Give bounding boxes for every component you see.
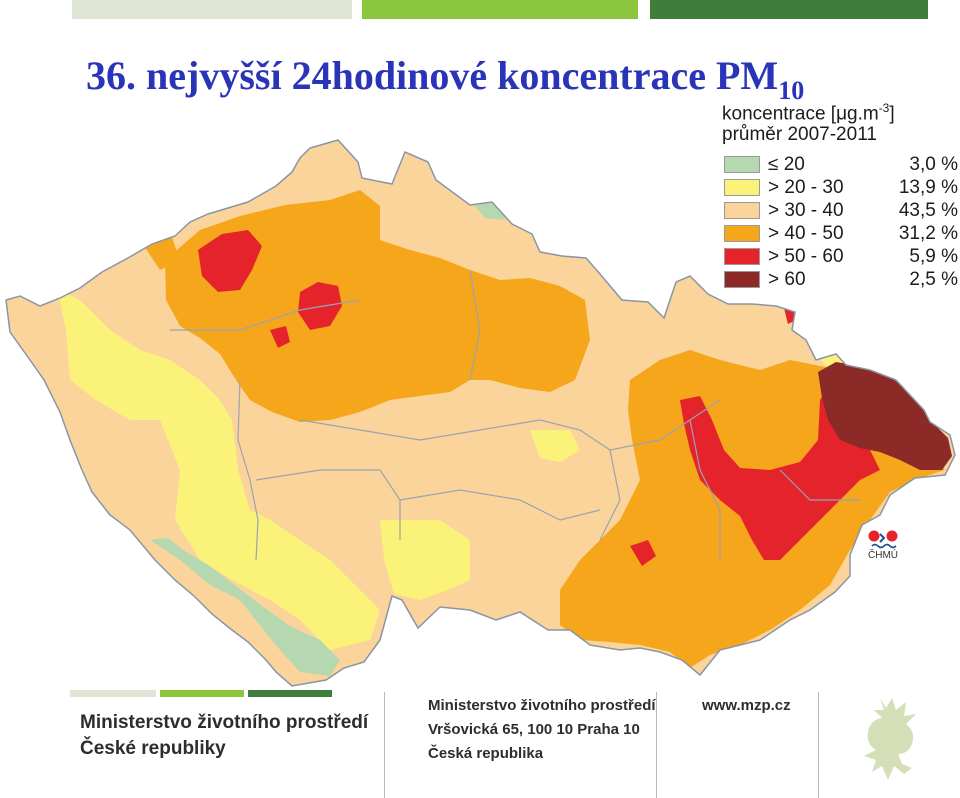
legend-title-main: koncentrace [μg.m — [722, 103, 879, 125]
legend-swatch — [724, 156, 760, 173]
legend-row-30-40: > 30 - 40 43,5 % — [722, 200, 960, 222]
legend-subtitle: průměr 2007-2011 — [722, 124, 877, 145]
legend-label: > 40 - 50 — [768, 223, 844, 244]
legend-percent: 5,9 % — [909, 246, 958, 267]
address-line-3: Česká republika — [428, 745, 544, 762]
address-line-1: Ministerstvo životního prostředí — [428, 697, 656, 714]
ministry-country: České republiky — [80, 738, 226, 759]
footer-divider — [818, 692, 819, 798]
legend-row-50-60: > 50 - 60 5,9 % — [722, 246, 960, 268]
header-bar-light — [72, 0, 352, 19]
legend-percent: 43,5 % — [898, 200, 958, 221]
legend-percent: 31,2 % — [898, 223, 958, 244]
ministry-name: Ministerstvo životního prostředí — [80, 712, 369, 733]
legend-title-exponent: -3 — [878, 101, 890, 115]
legend-row-gt60: > 60 2,5 % — [722, 269, 960, 291]
legend-label: > 60 — [768, 269, 806, 290]
concentration-map — [5, 139, 956, 687]
header-bar-green — [362, 0, 638, 19]
legend-label: > 50 - 60 — [768, 246, 844, 267]
address-line-2: Vršovická 65, 100 10 Praha 10 — [428, 721, 640, 738]
legend-percent: 2,5 % — [909, 269, 958, 290]
legend-swatch — [724, 248, 760, 265]
coat-of-arms-lion-icon — [864, 698, 916, 780]
legend-swatch — [724, 271, 760, 288]
legend-label: > 30 - 40 — [768, 200, 844, 221]
legend-percent: 13,9 % — [898, 177, 958, 198]
title-subscript: 10 — [778, 76, 805, 105]
legend-row-40-50: > 40 - 50 31,2 % — [722, 223, 960, 245]
footer-divider — [656, 692, 657, 798]
footer-divider — [384, 692, 385, 798]
footer-bar-light — [70, 690, 156, 697]
legend-row-le20: ≤ 20 3,0 % — [722, 154, 960, 176]
legend-title: koncentrace [μg.m-3] — [722, 101, 895, 125]
chmu-logo-text: ČHMÚ — [868, 550, 898, 561]
legend-title-close: ] — [889, 103, 895, 125]
legend-row-20-30: > 20 - 30 13,9 % — [722, 177, 960, 199]
website-link[interactable]: www.mzp.cz — [702, 697, 791, 714]
legend-label: ≤ 20 — [768, 154, 805, 175]
legend-swatch — [724, 179, 760, 196]
legend-label: > 20 - 30 — [768, 177, 844, 198]
header-bar-dark — [650, 0, 928, 19]
chmu-logo-icon — [868, 530, 898, 549]
footer-bar-green — [160, 690, 244, 697]
page-title: 36. nejvyšší 24hodinové koncentrace PM10 — [86, 52, 804, 104]
title-text: 36. nejvyšší 24hodinové koncentrace PM — [86, 53, 779, 98]
legend-swatch — [724, 202, 760, 219]
legend-swatch — [724, 225, 760, 242]
legend-percent: 3,0 % — [909, 154, 958, 175]
footer-bar-dark — [248, 690, 332, 697]
